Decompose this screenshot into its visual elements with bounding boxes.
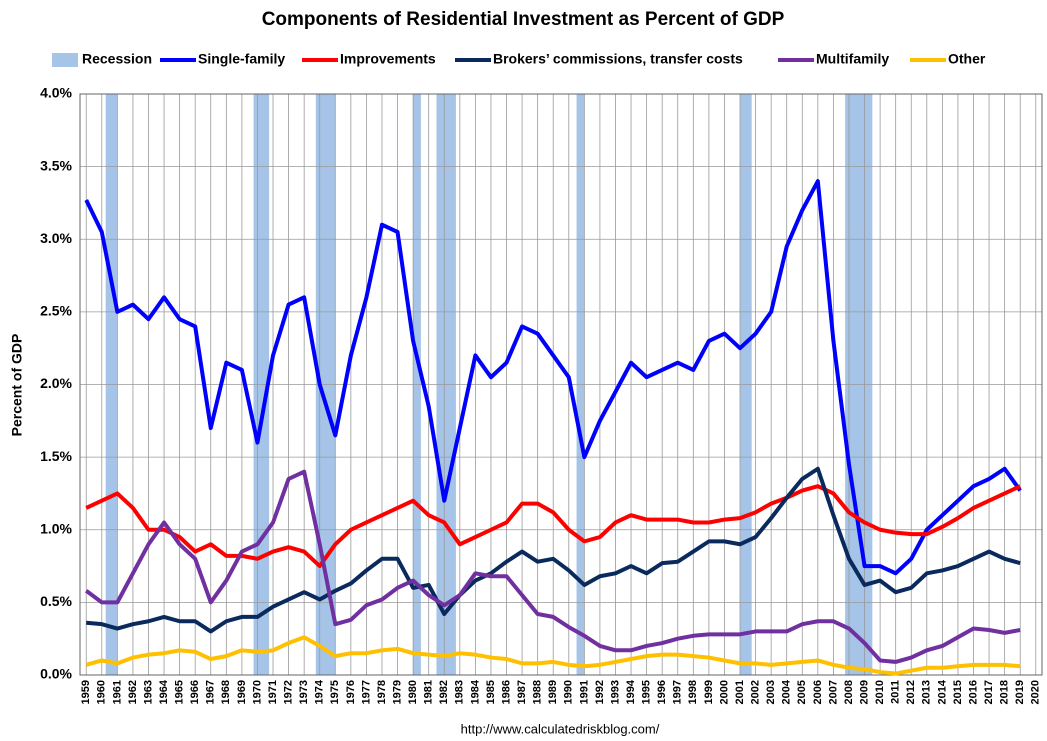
y-tick-label: 3.5% [40,157,72,173]
y-tick-label: 0.0% [40,666,72,682]
x-tick-label: 2002 [749,680,761,704]
x-tick-label: 1979 [391,680,403,704]
x-tick-label: 1974 [314,679,326,704]
series-line [85,469,1021,664]
x-tick-label: 1967 [205,680,217,704]
series-line [86,466,1021,634]
x-tick-label: 1983 [454,680,466,704]
x-tick-label: 2011 [890,680,902,704]
x-tick-label: 1981 [423,680,435,704]
x-tick-label: 1977 [360,680,372,704]
x-tick-label: 2000 [718,680,730,704]
x-tick-label: 1993 [609,680,621,704]
x-tick-label: 1970 [251,680,263,704]
x-tick-label: 1965 [174,680,186,704]
x-tick-label: 1959 [80,680,92,704]
x-tick-label: 1978 [376,680,388,704]
x-tick-label: 1973 [298,680,310,704]
x-tick-label: 1969 [236,680,248,704]
legend-label: Multifamily [816,51,889,67]
x-tick-label: 1992 [594,680,606,704]
y-tick-label: 2.0% [40,375,72,391]
legend-label: Brokers’ commissions, transfer costs [493,51,743,67]
y-tick-label: 0.5% [40,593,72,609]
x-tick-label: 2006 [812,680,824,704]
x-tick-label: 1966 [189,680,201,704]
y-tick-label: 2.5% [40,303,72,319]
x-tick-label: 1968 [220,680,232,704]
legend-label: Recession [82,51,152,67]
x-tick-label: 1986 [500,680,512,704]
x-tick-label: 2009 [858,680,870,704]
series-line [85,484,1022,569]
x-tick-label: 2018 [999,680,1011,704]
x-tick-label: 2014 [936,679,948,704]
series-line [85,635,1021,676]
x-tick-label: 1960 [96,680,108,704]
x-tick-label: 1995 [641,680,653,704]
x-tick-label: 1971 [267,680,279,704]
x-tick-label: 2013 [921,680,933,704]
x-tick-label: 2005 [796,680,808,704]
x-tick-label: 1997 [672,680,684,704]
y-axis-label: Percent of GDP [9,334,25,437]
x-tick-label: 2016 [967,680,979,704]
x-tick-label: 1998 [687,680,699,704]
x-tick-label: 1991 [578,680,590,704]
x-tick-label: 1964 [158,679,170,704]
x-tick-label: 2017 [983,680,995,704]
legend-label: Other [948,51,986,67]
legend-label: Improvements [340,51,436,67]
source: http://www.calculatedriskblog.com/ [461,721,660,736]
x-tick-label: 2020 [1030,680,1042,704]
x-tick-label: 2012 [905,680,917,704]
x-tick-label: 2003 [765,680,777,704]
y-tick-label: 4.0% [40,85,72,101]
x-tick-label: 1976 [345,680,357,704]
x-tick-label: 2001 [734,680,746,704]
x-tick-label: 1996 [656,680,668,704]
x-tick-label: 2004 [781,679,793,704]
y-tick-label: 1.5% [40,448,72,464]
x-tick-label: 1961 [111,680,123,704]
x-tick-label: 1975 [329,680,341,704]
x-tick-label: 2015 [952,680,964,704]
x-tick-label: 1999 [703,680,715,704]
x-tick-label: 1994 [625,679,637,704]
plot-frame [79,93,1043,676]
x-tick-label: 1988 [532,680,544,704]
x-tick-label: 2019 [1014,680,1026,704]
x-tick-label: 1972 [282,680,294,704]
x-tick-label: 1984 [469,679,481,704]
y-tick-label: 1.0% [40,520,72,536]
x-tick-label: 1989 [547,680,559,704]
y-tick-label: 3.0% [40,230,72,246]
legend-swatch [52,53,78,67]
series-line [84,179,1022,576]
x-tick-label: 1963 [142,680,154,704]
x-tick-label: 1985 [485,680,497,704]
x-tick-label: 2008 [843,680,855,704]
legend-label: Single-family [198,51,285,67]
x-tick-label: 1980 [407,680,419,704]
chart-title: Components of Residential Investment as … [262,9,785,30]
x-tick-label: 1990 [563,680,575,704]
x-tick-label: 1982 [438,680,450,704]
x-tick-label: 2007 [827,680,839,704]
x-tick-label: 1987 [516,680,528,704]
x-tick-label: 1962 [127,680,139,704]
x-tick-label: 2010 [874,680,886,704]
